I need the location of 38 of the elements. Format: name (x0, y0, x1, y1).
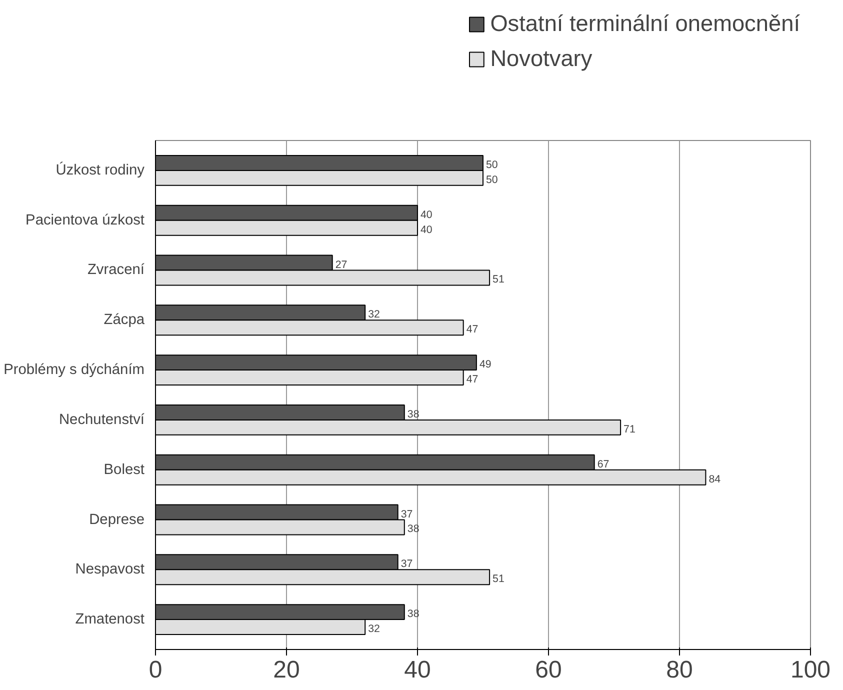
y-tick-label: Problémy s dýcháním (4, 362, 145, 378)
y-tick-label: Zmatenost (75, 612, 145, 628)
x-tick-label: 100 (790, 656, 831, 684)
data-label: 50 (486, 174, 498, 186)
x-tick-label: 20 (273, 656, 300, 684)
data-label: 71 (624, 423, 636, 436)
x-tick-label: 40 (404, 656, 431, 684)
data-label: 51 (492, 274, 504, 286)
data-label: 38 (407, 408, 420, 420)
data-label: 51 (492, 573, 504, 586)
data-label: 32 (368, 308, 380, 321)
data-label: 49 (479, 358, 492, 371)
data-label: 37 (400, 508, 413, 520)
y-tick-label: Deprese (89, 512, 145, 528)
y-tick-label: Zvracení (87, 262, 144, 278)
y-tick-label: Zácpa (104, 312, 146, 328)
y-tick-label: Pacientova úzkost (26, 212, 145, 228)
y-tick-label: Bolest (104, 462, 144, 478)
data-label: 40 (420, 208, 432, 221)
legend-label: Novotvary (490, 45, 592, 72)
x-tick-label: 0 (148, 656, 162, 684)
data-label: 37 (400, 558, 413, 570)
data-label: 84 (708, 473, 721, 486)
legend-label: Ostatní terminální onemocnění (490, 10, 800, 37)
data-label: 40 (420, 224, 432, 236)
data-label: 47 (466, 324, 478, 336)
y-tick-label: Nespavost (75, 562, 145, 578)
data-label: 47 (466, 374, 478, 386)
x-tick-label: 80 (666, 656, 693, 684)
x-tick-label: 60 (535, 656, 562, 684)
data-label: 32 (368, 623, 380, 636)
data-label: 38 (407, 608, 420, 620)
data-label: 38 (407, 523, 420, 536)
y-tick-label: Úzkost rodiny (56, 161, 146, 178)
data-label: 27 (335, 258, 348, 271)
y-tick-label: Nechutenství (58, 412, 145, 428)
data-label: 67 (597, 458, 610, 470)
data-label: 50 (486, 158, 498, 171)
